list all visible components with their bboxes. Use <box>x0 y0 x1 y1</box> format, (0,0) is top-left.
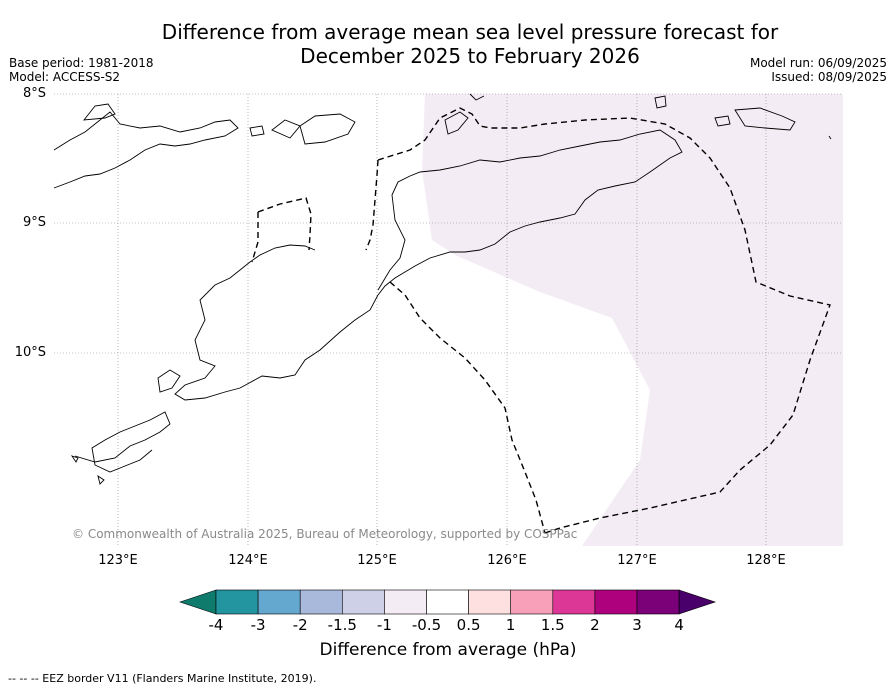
colorbar-bin <box>510 589 554 615</box>
colorbar-tick: -0.5 <box>411 616 442 634</box>
model-name: Model: ACCESS-S2 <box>9 70 121 84</box>
eez-footnote: -- -- -- EEZ border V11 (Flanders Marine… <box>8 672 317 685</box>
colorbar-tick: 1 <box>505 616 516 634</box>
gridlines <box>54 93 843 546</box>
colorbar-bin <box>468 589 512 615</box>
base-period: Base period: 1981-2018 <box>9 56 154 70</box>
issued-date: Issued: 08/09/2025 <box>771 70 887 84</box>
lat-label-10s: 10°S <box>14 345 46 360</box>
lon-label-125e: 125°E <box>357 553 397 568</box>
colorbar-tick: 4 <box>674 616 684 634</box>
eez-borders <box>251 107 831 534</box>
lon-label-126e: 126°E <box>487 553 527 568</box>
lat-label-9s: 9°S <box>22 215 46 230</box>
lon-label-127e: 127°E <box>617 553 657 568</box>
colorbar-bin <box>426 589 469 615</box>
colorbar-tick: -2 <box>292 616 308 634</box>
colorbar-tick: 0.5 <box>456 616 481 634</box>
model-run: Model run: 06/09/2025 <box>749 56 887 70</box>
anomaly-shading <box>422 94 843 546</box>
meta-right: Model run: 06/09/2025 Issued: 08/09/2025 <box>750 56 887 84</box>
colorbar-bin <box>636 589 680 615</box>
meta-left: Base period: 1981-2018 Model: ACCESS-S2 <box>9 56 154 84</box>
colorbar-bin <box>215 589 259 615</box>
colorbar-extend-high <box>678 589 717 615</box>
lat-label-8s: 8°S <box>22 86 46 101</box>
colorbar-label: Difference from average (hPa) <box>319 640 577 660</box>
colorbar-bin <box>552 589 596 615</box>
colorbar-bin <box>257 589 301 615</box>
coastlines <box>53 93 832 485</box>
lon-label-128e: 128°E <box>746 553 786 568</box>
colorbar-bin <box>299 589 343 615</box>
colorbar-tick: -4 <box>208 616 224 634</box>
copyright-notice: © Commonwealth of Australia 2025, Bureau… <box>72 527 578 541</box>
colorbar-tick: -3 <box>250 616 266 634</box>
colorbar-tick: 3 <box>632 616 642 634</box>
map-title: Difference from average mean sea level p… <box>161 20 779 68</box>
colorbar-bin <box>384 589 427 615</box>
colorbar-bin <box>341 589 385 615</box>
colorbar-extend-low <box>179 589 217 615</box>
lon-label-124e: 124°E <box>228 553 268 568</box>
colorbar-tick: 1.5 <box>540 616 565 634</box>
colorbar-bin <box>594 589 638 615</box>
colorbar-tick: -1.5 <box>327 616 357 634</box>
colorbar-tick: 2 <box>590 616 600 634</box>
lon-label-123e: 123°E <box>98 553 138 568</box>
colorbar-tick: -1 <box>376 616 392 634</box>
